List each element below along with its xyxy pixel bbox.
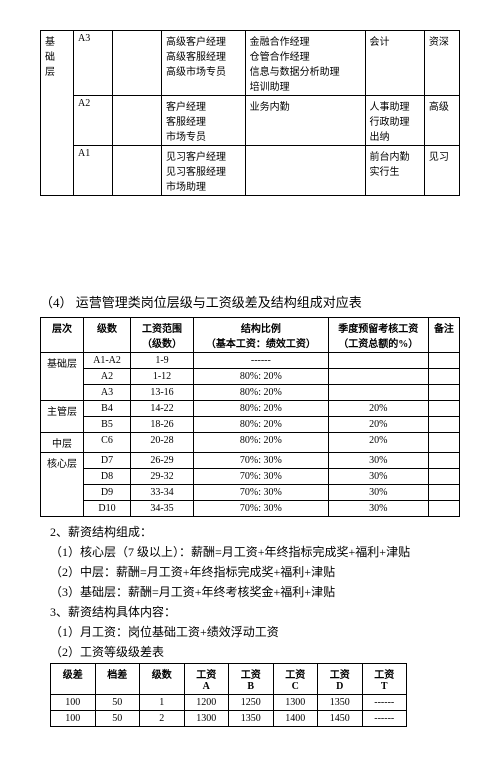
grade-diff-table: 级差档差级数工资A工资B工资C工资D工资T 100501120012501300… (50, 663, 407, 727)
s3-title: 3、薪资结构具体内容： (50, 603, 460, 620)
s2-item: （3）基础层：薪酬=月工资+年终考核奖金+福利+津贴 (50, 583, 460, 600)
s2-item: （2）中层：薪酬=月工资+年终指标完成奖+福利+津贴 (50, 563, 460, 580)
s2-title: 2、薪资结构组成： (50, 523, 460, 540)
s3-item: （1）月工资：岗位基础工资+绩效浮动工资 (50, 623, 460, 640)
position-table: 基础层A3高级客户经理高级客服经理高级市场专员金融合作经理仓管合作经理信息与数据… (40, 30, 460, 196)
s2-item: （1）核心层（7 级以上）：薪酬=月工资+年终指标完成奖+福利+津贴 (50, 543, 460, 560)
sec4-title: （4） 运营管理类岗位层级与工资级差及结构组成对应表 (40, 292, 460, 311)
salary-structure-table: 层次级数工资范围（级数）结构比例（基本工资：绩效工资）季度预留考核工资（工资总额… (40, 317, 460, 517)
s3-item: （2）工资等级级差表 (50, 643, 460, 660)
